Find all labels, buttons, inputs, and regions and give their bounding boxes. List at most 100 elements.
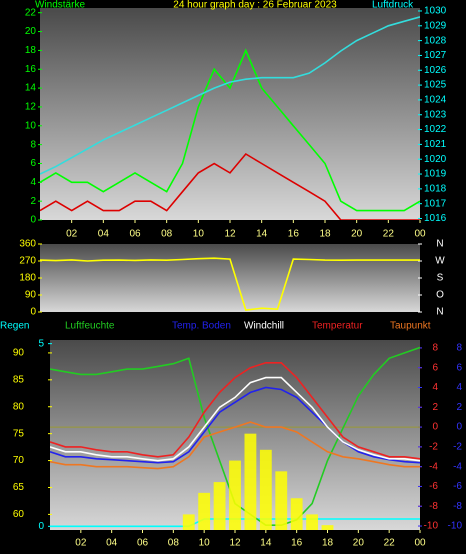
x-tick-label: 20 — [351, 229, 363, 240]
legend-entry: Luftfeuchte — [65, 321, 115, 332]
x-tick-label: 14 — [256, 229, 268, 240]
tick-label: 8 — [432, 343, 438, 354]
legend-entry: Windchill — [244, 321, 284, 332]
y-axis-title: Windstärke — [35, 0, 85, 11]
bar — [290, 498, 303, 530]
tick-label: 0 — [456, 422, 462, 433]
x-tick-label: 02 — [75, 538, 87, 549]
tick-label: 6 — [456, 362, 462, 373]
tick-label: 1019 — [424, 169, 447, 180]
tick-label: 80 — [13, 401, 25, 412]
x-tick-label: 18 — [319, 229, 331, 240]
bar — [198, 492, 211, 530]
series-line — [50, 421, 420, 470]
bar — [321, 525, 334, 530]
x-tick-label: 10 — [199, 538, 211, 549]
plot-area — [50, 346, 420, 530]
tick-label: 20 — [25, 26, 37, 37]
series-line — [40, 16, 420, 175]
x-tick-label: 12 — [229, 538, 241, 549]
tick-label: 1029 — [424, 20, 447, 31]
x-tick-label: 06 — [137, 538, 149, 549]
series-line — [50, 376, 420, 462]
tick-label: 1021 — [424, 139, 447, 150]
bar — [229, 460, 241, 530]
panel-wind — [40, 8, 420, 220]
tick-label: 22 — [25, 7, 37, 18]
x-tick-label: 16 — [291, 538, 303, 549]
x-tick-label: 22 — [383, 229, 395, 240]
bar — [182, 514, 195, 530]
tick-label: 75 — [13, 428, 25, 439]
series-line — [40, 257, 420, 311]
tick-label: 1028 — [424, 35, 447, 46]
tick-label: 0 — [432, 422, 438, 433]
bar — [259, 449, 272, 530]
x-tick-label: 12 — [224, 229, 236, 240]
legend-entry: Temp. Boden — [172, 321, 231, 332]
tick-label: 6 — [432, 362, 438, 373]
tick-label: 6 — [30, 158, 36, 169]
tick-label: 0 — [38, 521, 44, 532]
tick-label: 4 — [456, 382, 462, 393]
tick-label: 14 — [25, 83, 37, 94]
tick-label: 0 — [30, 215, 36, 226]
tick-label: 1020 — [424, 154, 447, 165]
tick-label: 0 — [30, 307, 36, 318]
tick-label: 1023 — [424, 109, 447, 120]
tick-label: -8 — [453, 501, 462, 512]
series-line — [50, 386, 420, 464]
tick-label: 1027 — [424, 50, 447, 61]
x-tick-label: 18 — [322, 538, 334, 549]
series-line — [50, 362, 420, 460]
tick-label: 2 — [30, 196, 36, 207]
tick-label: 90 — [13, 348, 25, 359]
tick-label: 18 — [25, 45, 37, 56]
tick-label: 360 — [19, 239, 36, 250]
tick-label: 1017 — [424, 198, 447, 209]
bar — [275, 471, 288, 530]
x-tick-label: 08 — [161, 229, 173, 240]
x-tick-label: 22 — [384, 538, 396, 549]
tick-label: 1018 — [424, 184, 447, 195]
x-tick-label: 04 — [98, 229, 110, 240]
tick-label: 60 — [13, 509, 25, 520]
tick-label: 1025 — [424, 80, 447, 91]
plot-area — [40, 257, 420, 311]
legend-entry: Taupunkt — [390, 321, 431, 332]
tick-label: 4 — [30, 177, 36, 188]
y2-axis-title: Luftdruck — [372, 0, 414, 11]
x-tick-label: 00 — [414, 538, 426, 549]
tick-label: -8 — [429, 501, 438, 512]
series-line — [40, 48, 420, 212]
tick-label: 5 — [38, 338, 44, 349]
bar — [306, 514, 319, 530]
tick-label: 8 — [30, 139, 36, 150]
x-tick-label: 02 — [66, 229, 78, 240]
tick-label: 1016 — [424, 213, 447, 224]
x-tick-label: 06 — [129, 229, 141, 240]
tick-label: 65 — [13, 482, 25, 493]
tick-label: 8 — [456, 343, 462, 354]
tick-label: S — [437, 273, 444, 284]
legend-entry: Temperatur — [312, 321, 363, 332]
tick-label: -10 — [424, 521, 439, 532]
tick-label: -2 — [453, 442, 462, 453]
tick-label: 270 — [19, 256, 36, 267]
tick-label: 4 — [432, 382, 438, 393]
chart-title: 24 hour graph day : 26 Februar 2023 — [173, 0, 337, 11]
tick-label: 1022 — [424, 124, 447, 135]
tick-label: -6 — [429, 481, 438, 492]
x-tick-label: 00 — [414, 229, 426, 240]
panel-direction — [40, 244, 420, 312]
tick-label: 90 — [25, 290, 37, 301]
tick-label: O — [436, 290, 444, 301]
x-tick-label: 20 — [353, 538, 365, 549]
x-tick-label: 10 — [193, 229, 205, 240]
x-tick-label: 14 — [260, 538, 272, 549]
tick-label: 12 — [25, 102, 37, 113]
x-tick-label: 16 — [288, 229, 300, 240]
tick-label: -2 — [429, 442, 438, 453]
tick-label: -4 — [429, 461, 438, 472]
